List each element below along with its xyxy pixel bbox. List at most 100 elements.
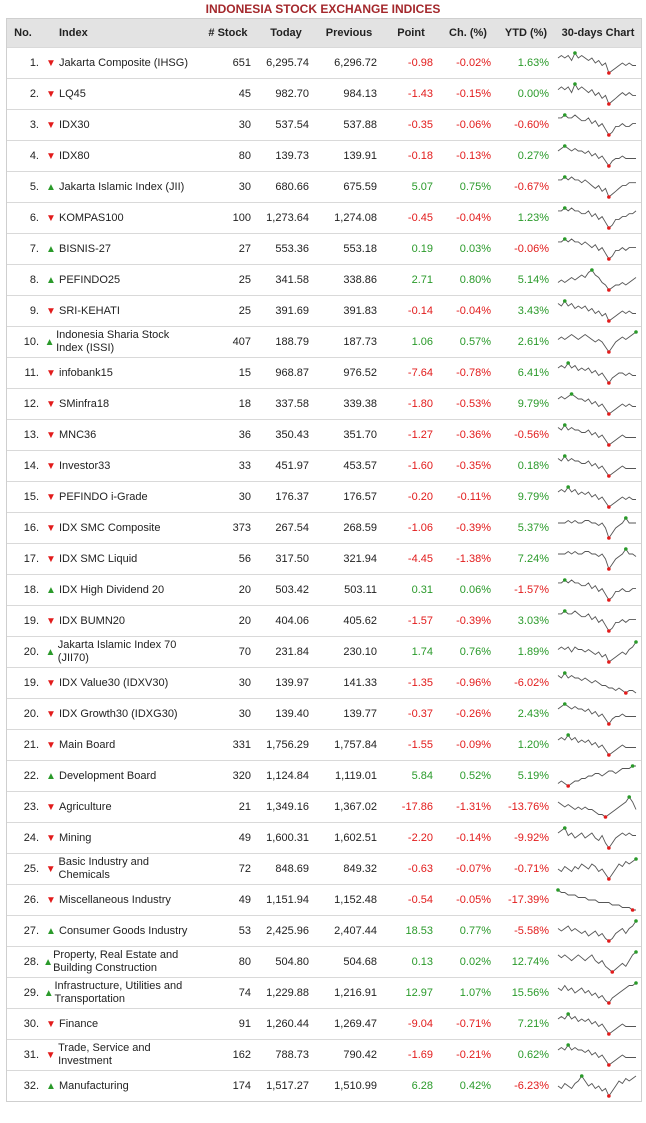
percent-change: 0.42% (439, 1070, 497, 1101)
table-row[interactable]: 16. ▼ IDX SMC Composite 373 267.54 268.59 -1.0… (7, 512, 641, 544)
sparkline-chart (557, 733, 636, 757)
table-row[interactable]: 27. ▲ Consumer Goods Industry 53 2,425.96 2,4… (7, 915, 641, 947)
sparkline-chart (557, 144, 636, 168)
index-name[interactable]: PEFINDO i-Grade (59, 490, 148, 503)
index-name[interactable]: IDX High Dividend 20 (59, 583, 165, 596)
index-name[interactable]: Consumer Goods Industry (59, 924, 188, 937)
header-index[interactable]: Index (43, 19, 199, 48)
index-name[interactable]: IDX BUMN20 (59, 614, 126, 627)
header-change[interactable]: Ch. (%) (439, 19, 497, 48)
table-row[interactable]: 31. ▼ Trade, Service and Investment 162 788.… (7, 1039, 641, 1071)
table-row[interactable]: 18. ▲ IDX High Dividend 20 20 503.42 503.11 0.… (7, 574, 641, 606)
index-name[interactable]: SMinfra18 (59, 397, 110, 410)
index-name[interactable]: MNC36 (59, 428, 97, 441)
table-row[interactable]: 7. ▲ BISNIS-27 27 553.36 553.18 0.19 0.03% -0.06… (7, 233, 641, 265)
table-row[interactable]: 32. ▲ Manufacturing 174 1,517.27 1,510.99 6.28… (7, 1070, 641, 1101)
table-row[interactable]: 15. ▼ PEFINDO i-Grade 30 176.37 176.57 -0.20 -0… (7, 481, 641, 513)
table-row[interactable]: 5. ▲ Jakarta Islamic Index (JII) 30 680.66 67… (7, 171, 641, 203)
table-row[interactable]: 29. ▲ Infrastructure, Utilities and Transp… (7, 977, 641, 1009)
table-row[interactable]: 20. ▼ IDX Growth30 (IDXG30) 30 139.40 139.77-… (7, 698, 641, 730)
index-name[interactable]: IDX SMC Composite (59, 521, 161, 534)
header-today[interactable]: Today (257, 19, 315, 48)
index-name[interactable]: Trade, Service and Investment (58, 1042, 151, 1067)
index-name[interactable]: Jakarta Islamic Index (JII) (59, 180, 185, 193)
table-row[interactable]: 17. ▼ IDX SMC Liquid 56 317.50 321.94 -4.45 -1.… (7, 543, 641, 575)
index-name[interactable]: Mining (59, 831, 92, 844)
table-row[interactable]: 20. ▲ Jakarta Islamic Index 70 (JII70) 70 23… (7, 636, 641, 668)
index-name[interactable]: Agriculture (59, 800, 112, 813)
index-name[interactable]: Property, Real Estate and Building Const… (53, 949, 179, 974)
table-row[interactable]: 9. ▼ SRI-KEHATI 25 391.69 391.83 -0.14 -0.04% 3.… (7, 295, 641, 327)
sparkline-line (557, 734, 636, 756)
index-name[interactable]: LQ45 (59, 87, 86, 100)
sparkline-line (557, 331, 637, 353)
row-number: 11. (7, 357, 43, 389)
sparkline-line (557, 703, 636, 725)
sparkline-low-marker (607, 598, 611, 602)
index-name[interactable]: Jakarta Islamic Index 70 (JII70) (57, 639, 177, 664)
index-name[interactable]: BISNIS-27 (59, 242, 111, 255)
table-row[interactable]: 11. ▼ infobank15 15 968.87 976.52 -7.64 -0.78% 6… (7, 357, 641, 389)
percent-change: 0.02% (439, 946, 497, 978)
sparkline-line (558, 114, 636, 136)
sparkline-cell (555, 202, 641, 234)
index-name[interactable]: Basic Industry and Chemicals (58, 856, 150, 881)
index-name[interactable]: IDX SMC Liquid (59, 552, 138, 565)
index-name[interactable]: IDX80 (59, 149, 90, 162)
table-row[interactable]: 4. ▼ IDX80 80 139.73 139.91 -0.18 -0.13% 0.27% (7, 140, 641, 172)
down-triangle-icon: ▼ (45, 1049, 56, 1061)
index-name[interactable]: KOMPAS100 (59, 211, 124, 224)
ytd-change: 7.21% (497, 1008, 555, 1040)
index-name[interactable]: Miscellaneous Industry (59, 893, 171, 906)
index-name[interactable]: IDX Value30 (IDXV30) (59, 676, 169, 689)
index-name[interactable]: infobank15 (59, 366, 113, 379)
index-name[interactable]: IDX30 (59, 118, 90, 131)
index-name[interactable]: Indonesia Sharia Stock Index (ISSI) (56, 329, 170, 354)
index-name[interactable]: Investor33 (59, 459, 111, 472)
header-point[interactable]: Point (383, 19, 439, 48)
ytd-change: 0.18% (497, 450, 555, 482)
index-name[interactable]: PEFINDO25 (59, 273, 121, 286)
table-row[interactable]: 3. ▼ IDX30 30 537.54 537.88 -0.35 -0.06% -0.60% (7, 109, 641, 141)
table-row[interactable]: 13. ▼ MNC36 36 350.43 351.70 -1.27 -0.36% -0.56% (7, 419, 641, 451)
table-row[interactable]: 10. ▲ Indonesia Sharia Stock Index (ISSI) 4… (7, 326, 641, 358)
table-row[interactable]: 19. ▼ IDX Value30 (IDXV30) 30 139.97 141.33 -1… (7, 667, 641, 699)
point-change: 5.07 (383, 171, 439, 203)
index-name[interactable]: Infrastructure, Utilities and Transporta… (54, 980, 183, 1005)
table-row[interactable]: 22. ▲ Development Board 320 1,124.84 1,119.01… (7, 760, 641, 792)
table-row[interactable]: 8. ▲ PEFINDO25 25 341.58 338.86 2.71 0.80% 5.14% (7, 264, 641, 296)
index-name[interactable]: Finance (59, 1017, 99, 1030)
table-row[interactable]: 19. ▼ IDX BUMN20 20 404.06 405.62 -1.57 -0.39% 3… (7, 605, 641, 637)
table-row[interactable]: 30. ▼ Finance 91 1,260.44 1,269.47 -9.04 -0.71%… (7, 1008, 641, 1040)
header-ytd[interactable]: YTD (%) (497, 19, 555, 48)
point-change: -0.35 (383, 109, 439, 141)
table-row[interactable]: 1. ▼ Jakarta Composite (IHSG) 651 6,295.74 6,… (7, 47, 641, 79)
sparkline-low-marker (607, 71, 611, 75)
index-name[interactable]: Manufacturing (59, 1079, 129, 1092)
header-previous[interactable]: Previous (315, 19, 383, 48)
percent-change: -0.15% (439, 78, 497, 110)
table-row[interactable]: 12. ▼ SMinfra18 18 337.58 339.38 -1.80 -0.53% 9.… (7, 388, 641, 420)
header-stock[interactable]: # Stock (199, 19, 257, 48)
table-row[interactable]: 2. ▼ LQ45 45 982.70 984.13 -1.43 -0.15% 0.00% (7, 78, 641, 110)
table-row[interactable]: 25. ▼ Basic Industry and Chemicals 72 848.69… (7, 853, 641, 885)
table-row[interactable]: 21. ▼ Main Board 331 1,756.29 1,757.84 -1.55 -0… (7, 729, 641, 761)
table-row[interactable]: 24. ▼ Mining 49 1,600.31 1,602.51 -2.20 -0.14% -… (7, 822, 641, 854)
today-value: 139.40 (257, 698, 315, 730)
sparkline-low-marker (607, 164, 611, 168)
sparkline-chart (557, 299, 636, 323)
index-name[interactable]: Development Board (59, 769, 157, 782)
table-row[interactable]: 6. ▼ KOMPAS100 100 1,273.64 1,274.08 -0.45 -0.0… (7, 202, 641, 234)
table-row[interactable]: 14. ▼ Investor33 33 451.97 453.57 -1.60 -0.35% 0… (7, 450, 641, 482)
sparkline-low-marker (610, 970, 615, 974)
table-row[interactable]: 26. ▼ Miscellaneous Industry 49 1,151.94 1,15… (7, 884, 641, 916)
table-row[interactable]: 23. ▼ Agriculture 21 1,349.16 1,367.02 -17.86-… (7, 791, 641, 823)
index-name[interactable]: Main Board (59, 738, 116, 751)
table-row[interactable]: 28. ▲ Property, Real Estate and Building C… (7, 946, 641, 978)
index-name[interactable]: Jakarta Composite (IHSG) (59, 56, 188, 69)
header-no[interactable]: No. (7, 19, 43, 48)
index-name[interactable]: SRI-KEHATI (59, 304, 120, 317)
previous-value: 176.57 (315, 481, 383, 513)
index-name[interactable]: IDX Growth30 (IDXG30) (59, 707, 178, 720)
previous-value: 405.62 (315, 605, 383, 637)
